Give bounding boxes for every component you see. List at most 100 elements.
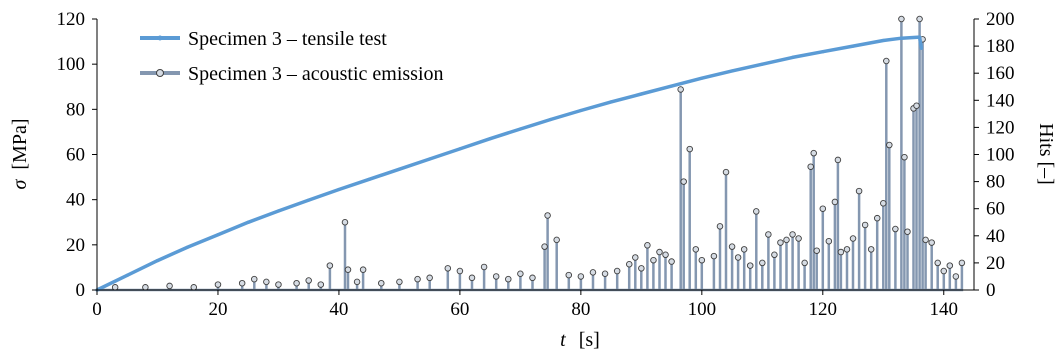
ae-point: [901, 153, 908, 161]
x-tick-label: 40: [329, 299, 348, 320]
ae-point: [916, 15, 923, 23]
ae-point: [880, 200, 887, 207]
x-tick-label: 80: [571, 299, 590, 320]
tensile-point: [367, 177, 371, 181]
ae-point: [813, 247, 820, 254]
ae-point: [166, 282, 173, 290]
x-tick-label: 60: [450, 299, 469, 320]
tensile-point: [337, 187, 341, 192]
tensile-point: [458, 147, 462, 151]
y-left-tick-label: 40: [66, 190, 85, 211]
tensile-point: [428, 157, 432, 161]
tensile-point: [488, 137, 492, 141]
ae-point: [783, 236, 790, 244]
ae-point: [686, 145, 693, 153]
ae-point: [517, 270, 524, 277]
ae-point: [111, 284, 119, 291]
ae-point: [710, 252, 718, 260]
x-tick-label: 120: [809, 299, 838, 320]
ae-point: [883, 57, 890, 65]
ae-point: [867, 246, 875, 253]
ae-point: [444, 265, 452, 272]
ae-point: [529, 274, 536, 282]
tensile-line: [96, 35, 924, 292]
ae-point: [946, 262, 954, 269]
ae-point: [644, 242, 651, 249]
ae-point: [913, 102, 920, 109]
ae-point: [426, 274, 433, 282]
y-right-tick-label: 180: [986, 36, 1015, 57]
tensile-point: [579, 108, 583, 113]
y-left-tick-label: 0: [76, 280, 86, 301]
ae-point: [275, 281, 282, 288]
ae-point: [759, 259, 766, 267]
ae-point: [632, 254, 639, 261]
ae-point: [214, 281, 222, 288]
tensile-point: [518, 127, 522, 131]
ae-point: [589, 269, 597, 276]
x-tick-label: 140: [930, 299, 959, 320]
tensile-point: [246, 220, 250, 224]
ae-point: [613, 267, 621, 275]
tensile-point: [125, 273, 129, 277]
legend-marker-tensile: [157, 35, 163, 41]
tensile-series: [95, 35, 924, 292]
ae-point: [831, 198, 839, 206]
ae-point: [680, 178, 687, 185]
ae-point: [142, 284, 149, 291]
legend-item-acoustic: Specimen 3 – acoustic emission: [140, 63, 444, 85]
ae-point: [765, 231, 772, 238]
ae-point: [353, 278, 361, 286]
ae-point: [625, 261, 633, 268]
ae-point: [396, 278, 403, 286]
ae-point: [238, 279, 246, 287]
ae-point: [553, 236, 560, 244]
ae-point: [577, 273, 585, 280]
ae-point: [698, 256, 706, 264]
legend-item-tensile: Specimen 3 – tensile test: [140, 28, 387, 50]
y-right-tick-label: 140: [986, 90, 1015, 111]
ae-point: [740, 246, 748, 253]
tensile-point: [899, 36, 904, 40]
ae-point: [801, 259, 808, 267]
ae-point: [541, 243, 548, 250]
ae-point: [344, 266, 352, 273]
ae-point: [492, 273, 500, 280]
ae-point: [293, 279, 300, 287]
tensile-point: [397, 167, 402, 171]
tensile-point: [790, 55, 795, 59]
ae-point: [771, 251, 778, 259]
ae-point: [378, 279, 385, 287]
y-right-tick-label: 160: [986, 63, 1015, 84]
ae-point: [789, 231, 796, 238]
ae-point: [861, 221, 869, 229]
ae-point: [825, 237, 833, 245]
ae-point: [728, 243, 736, 250]
x-axis-title: t [s]: [560, 329, 600, 351]
y-left-tick-label: 80: [66, 99, 85, 120]
y-right-tick-label: 200: [986, 9, 1015, 30]
y-right-tick-label: 80: [986, 172, 1005, 193]
ae-point: [650, 256, 657, 264]
y-right-tick-label: 0: [986, 280, 996, 301]
acoustic-emission-series: [97, 15, 966, 292]
y-right-tick-label: 40: [986, 226, 1005, 247]
ae-point: [480, 263, 488, 271]
ae-point: [777, 239, 784, 246]
tensile-point: [700, 76, 704, 80]
ae-point: [305, 277, 312, 284]
tensile-point: [276, 209, 281, 213]
ae-point: [317, 281, 325, 288]
ae-point: [677, 86, 684, 93]
ae-point: [837, 248, 845, 256]
ae-point: [892, 225, 899, 233]
ae-line: [97, 19, 964, 292]
y-left-tick-label: 60: [66, 145, 85, 166]
tensile-point: [917, 35, 922, 39]
ae-point: [834, 156, 842, 164]
ae-point: [843, 246, 851, 253]
y-right-tick-label: 100: [986, 145, 1015, 166]
tensile-point: [609, 100, 613, 104]
ae-point: [898, 15, 905, 23]
